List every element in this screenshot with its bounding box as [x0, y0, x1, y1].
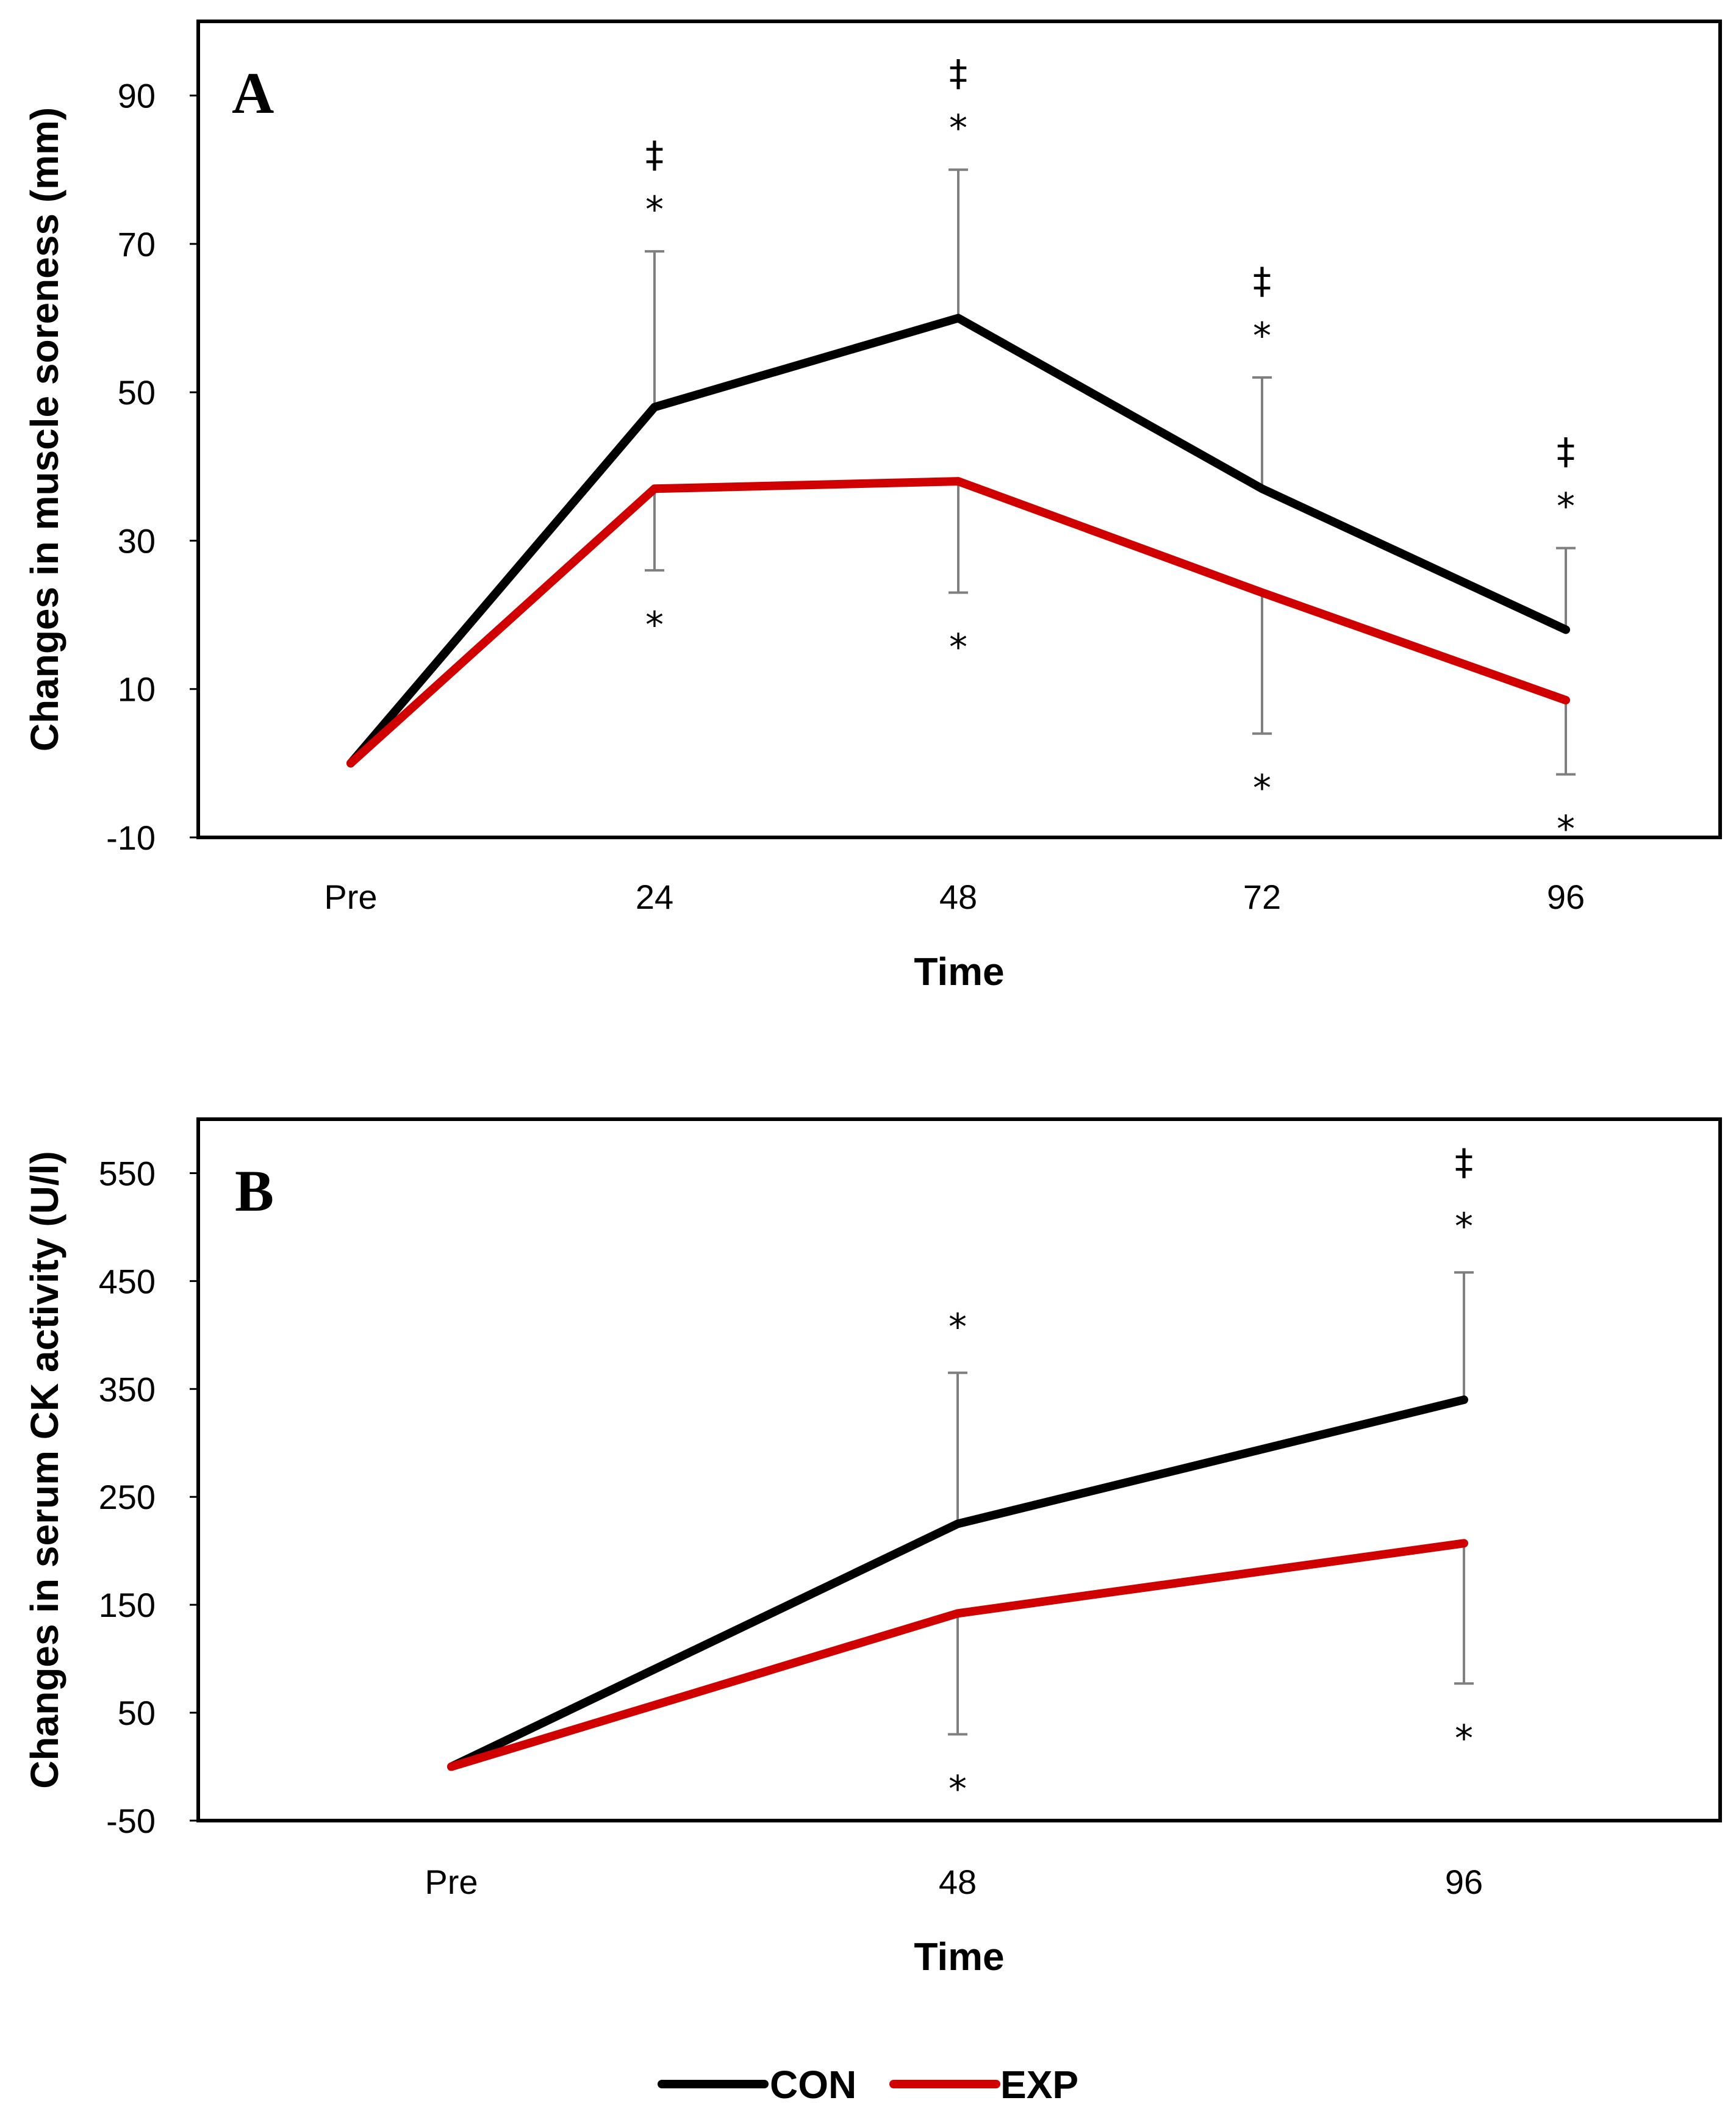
significance-asterisk: * — [1557, 808, 1575, 851]
significance-asterisk: * — [949, 107, 967, 149]
significance-double-dagger: ‡ — [949, 52, 967, 95]
significance-asterisk: * — [949, 1768, 967, 1810]
panel-letter: A — [232, 60, 274, 126]
significance-double-dagger: ‡ — [1253, 260, 1271, 303]
significance-double-dagger: ‡ — [1557, 431, 1575, 473]
legend: CON EXP — [658, 2063, 1078, 2107]
panel-letter: B — [235, 1158, 274, 1223]
data-point-con — [1261, 487, 1263, 490]
significance-asterisk: * — [645, 188, 664, 231]
data-point-exp — [450, 1765, 453, 1768]
significance-double-dagger: ‡ — [1455, 1141, 1473, 1184]
x-tick-label: 48 — [939, 878, 977, 916]
y-tick-label: 50 — [118, 373, 156, 412]
y-tick-label: 50 — [118, 1694, 156, 1732]
data-point-con — [653, 406, 656, 409]
significance-asterisk: * — [1557, 485, 1575, 528]
y-tick-label: 10 — [118, 670, 156, 709]
x-tick-label: 24 — [636, 878, 673, 916]
y-tick-label: 30 — [118, 521, 156, 560]
data-point-exp — [653, 487, 656, 490]
data-point-exp — [1261, 591, 1263, 594]
x-tick-label: 72 — [1243, 878, 1281, 916]
data-point-exp — [956, 1612, 959, 1615]
legend-label-exp: EXP — [1000, 2063, 1078, 2107]
y-axis-title: Changes in muscle soreness (mm) — [23, 107, 66, 751]
significance-asterisk: * — [1455, 1717, 1473, 1760]
data-point-con — [1565, 628, 1567, 631]
data-point-con — [1463, 1399, 1465, 1401]
y-tick-label: 70 — [118, 225, 156, 263]
data-point-exp — [1565, 698, 1567, 701]
x-tick-label: 96 — [1445, 1863, 1483, 1901]
plot-frame — [196, 20, 1722, 839]
x-tick-label: Pre — [324, 878, 377, 916]
significance-asterisk: * — [1455, 1205, 1473, 1248]
y-tick-label: 450 — [99, 1262, 156, 1300]
significance-asterisk: * — [645, 604, 664, 647]
y-tick-label: 250 — [99, 1478, 156, 1516]
x-axis-title: Time — [914, 950, 1004, 994]
significance-asterisk: * — [1253, 767, 1271, 810]
x-axis-title: Time — [914, 1935, 1004, 1979]
data-point-exp — [350, 762, 352, 765]
x-tick-label: 96 — [1547, 878, 1585, 916]
x-tick-label: Pre — [425, 1863, 478, 1901]
significance-asterisk: * — [949, 626, 967, 669]
significance-asterisk: * — [1253, 315, 1271, 357]
y-tick-label: -50 — [106, 1802, 156, 1840]
y-tick-label: 150 — [99, 1586, 156, 1624]
data-point-con — [957, 317, 959, 320]
y-tick-label: 550 — [99, 1154, 156, 1192]
y-tick-label: 350 — [99, 1370, 156, 1408]
significance-double-dagger: ‡ — [645, 134, 664, 176]
y-tick-label: -10 — [106, 819, 156, 857]
y-axis-title: Changes in serum CK activity (U/l) — [23, 1151, 66, 1789]
legend-label-con: CON — [770, 2063, 856, 2107]
panel-a-chart: -10 10 30 50 70 90 Pre 24 48 72 96 Time Changes in m… — [23, 20, 1722, 994]
data-point-con — [956, 1522, 959, 1525]
y-tick-label: 90 — [118, 77, 156, 115]
plot-frame — [196, 1117, 1722, 1822]
data-point-exp — [1463, 1542, 1465, 1545]
data-point-exp — [957, 480, 959, 483]
panel-b-chart: -50 50 150 250 350 450 550 Pre 48 96 Time Changes i… — [23, 1117, 1722, 1979]
x-tick-label: 48 — [939, 1863, 977, 1901]
significance-asterisk: * — [949, 1306, 967, 1349]
